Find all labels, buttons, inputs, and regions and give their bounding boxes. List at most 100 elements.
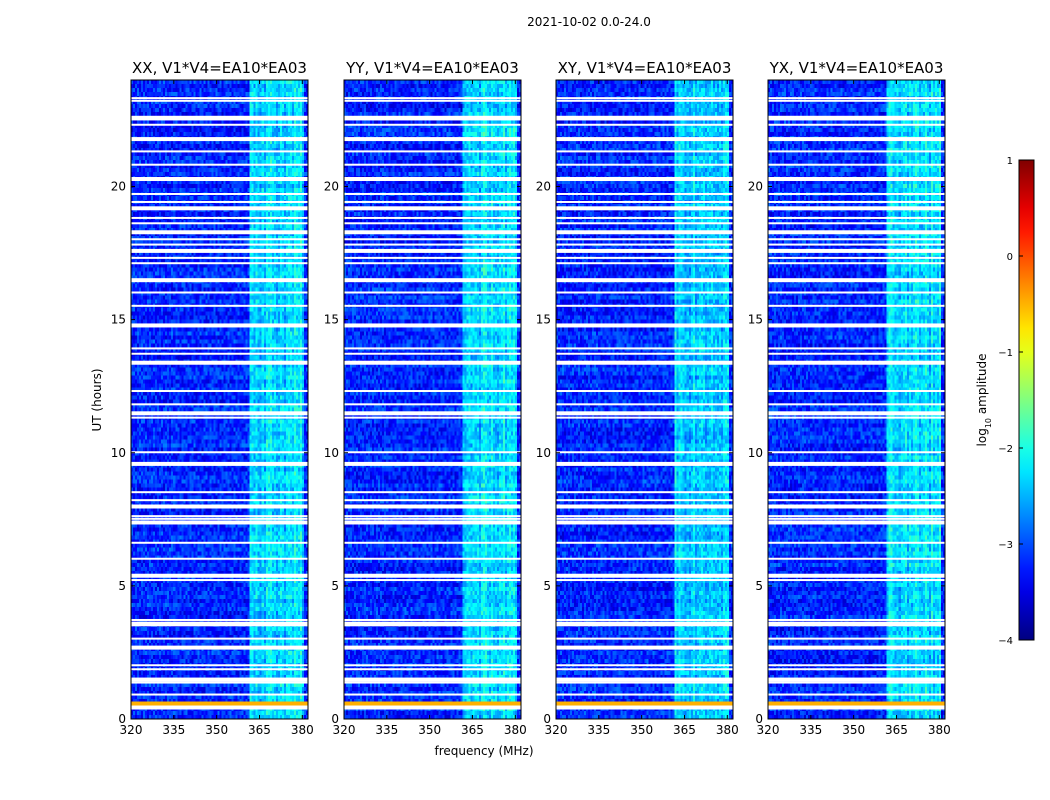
x-tick-label: 320: [757, 723, 780, 737]
flagged-row: [556, 618, 733, 621]
flagged-row: [344, 693, 521, 696]
colorbar-label: log10 amplitude: [975, 354, 993, 447]
flagged-row: [344, 360, 521, 365]
flagged-row: [556, 262, 733, 265]
flagged-row: [556, 323, 733, 328]
flagged-row: [556, 137, 733, 142]
y-tick-label: 0: [755, 712, 763, 726]
flagged-row: [556, 541, 733, 544]
flagged-row: [768, 668, 945, 671]
y-axis-label: UT (hours): [90, 368, 104, 431]
flagged-row: [556, 291, 733, 294]
flagged-row: [131, 99, 308, 102]
colorbar: −4 −3 −2 −1 0 1 log10 amplitude: [975, 156, 1035, 647]
flagged-row: [768, 97, 945, 100]
flagged-row: [131, 668, 308, 671]
y-tick-label: 10: [748, 446, 763, 460]
flagged-row: [556, 360, 733, 365]
panel-xy: XY, V1*V4=EA10*EA03 320 335 350 365 380 0 5 10 15…: [536, 59, 739, 737]
x-tick-label: 380: [928, 723, 951, 737]
flagged-row: [344, 499, 521, 502]
flagged-row: [131, 352, 308, 355]
flagged-row: [768, 403, 945, 406]
flagged-row: [768, 248, 945, 253]
flagged-row: [556, 579, 733, 582]
flagged-row: [768, 681, 945, 684]
flagged-row: [344, 461, 521, 466]
flagged-row: [344, 163, 521, 166]
flagged-row: [344, 238, 521, 241]
bad-row: [344, 701, 521, 705]
y-tick-label: 0: [118, 712, 126, 726]
flagged-row: [768, 360, 945, 365]
flagged-row: [768, 206, 945, 211]
flagged-row: [344, 291, 521, 294]
flagged-row: [768, 115, 945, 120]
flagged-row: [131, 216, 308, 219]
flagged-row: [768, 150, 945, 153]
flagged-row: [131, 705, 308, 710]
flagged-row: [768, 621, 945, 626]
flagged-row: [344, 504, 521, 509]
flagged-row: [344, 520, 521, 525]
flagged-row: [556, 693, 733, 696]
flagged-row: [556, 668, 733, 671]
flagged-row: [344, 192, 521, 195]
panel-title: XX, V1*V4=EA10*EA03: [132, 59, 307, 77]
flagged-row: [768, 352, 945, 355]
panels-group: XX, V1*V4=EA10*EA03 320 335 350 365 380 0 5 10 15…: [111, 59, 951, 737]
flagged-row: [131, 150, 308, 153]
flagged-row: [768, 664, 945, 667]
flagged-row: [131, 278, 308, 283]
flagged-row: [131, 230, 308, 235]
flagged-row: [131, 645, 308, 650]
flagged-row: [131, 411, 308, 416]
flagged-row: [768, 637, 945, 640]
flagged-row: [131, 360, 308, 365]
x-tick-label: 365: [461, 723, 484, 737]
x-tick-label: 380: [291, 723, 314, 737]
flagged-row: [344, 681, 521, 684]
flagged-row: [131, 323, 308, 328]
flagged-row: [131, 222, 308, 225]
flagged-row: [344, 150, 521, 153]
x-axis-label: frequency (MHz): [434, 744, 533, 758]
flagged-row: [131, 291, 308, 294]
panel-frame: [555, 79, 734, 720]
flagged-row: [556, 390, 733, 393]
flagged-row: [131, 681, 308, 684]
x-tick-label: 320: [545, 723, 568, 737]
flagged-row: [131, 123, 308, 126]
flagged-row: [768, 693, 945, 696]
flagged-row: [344, 541, 521, 544]
flagged-row: [768, 222, 945, 225]
flagged-row: [556, 206, 733, 211]
flagged-row: [344, 304, 521, 307]
flagged-row: [556, 192, 733, 195]
flagged-row: [556, 451, 733, 454]
flagged-row: [344, 637, 521, 640]
flagged-row: [556, 664, 733, 667]
flagged-row: [768, 238, 945, 241]
flagged-row: [131, 115, 308, 120]
flagged-row: [131, 451, 308, 454]
flagged-row: [556, 557, 733, 560]
flagged-row: [344, 200, 521, 203]
flagged-row: [556, 163, 733, 166]
flagged-row: [768, 579, 945, 582]
flagged-row: [131, 517, 308, 520]
flagged-row: [344, 621, 521, 626]
flagged-row: [344, 248, 521, 253]
y-tick-label: 5: [331, 579, 339, 593]
flagged-row: [131, 693, 308, 696]
bad-row: [768, 701, 945, 705]
y-tick-label: 20: [536, 180, 551, 194]
flagged-row: [344, 451, 521, 454]
flagged-row: [131, 256, 308, 259]
panel-title: YY, V1*V4=EA10*EA03: [345, 59, 519, 77]
flagged-row: [768, 557, 945, 560]
y-tick-label: 15: [536, 313, 551, 327]
flagged-row: [344, 517, 521, 520]
flagged-row: [131, 243, 308, 246]
